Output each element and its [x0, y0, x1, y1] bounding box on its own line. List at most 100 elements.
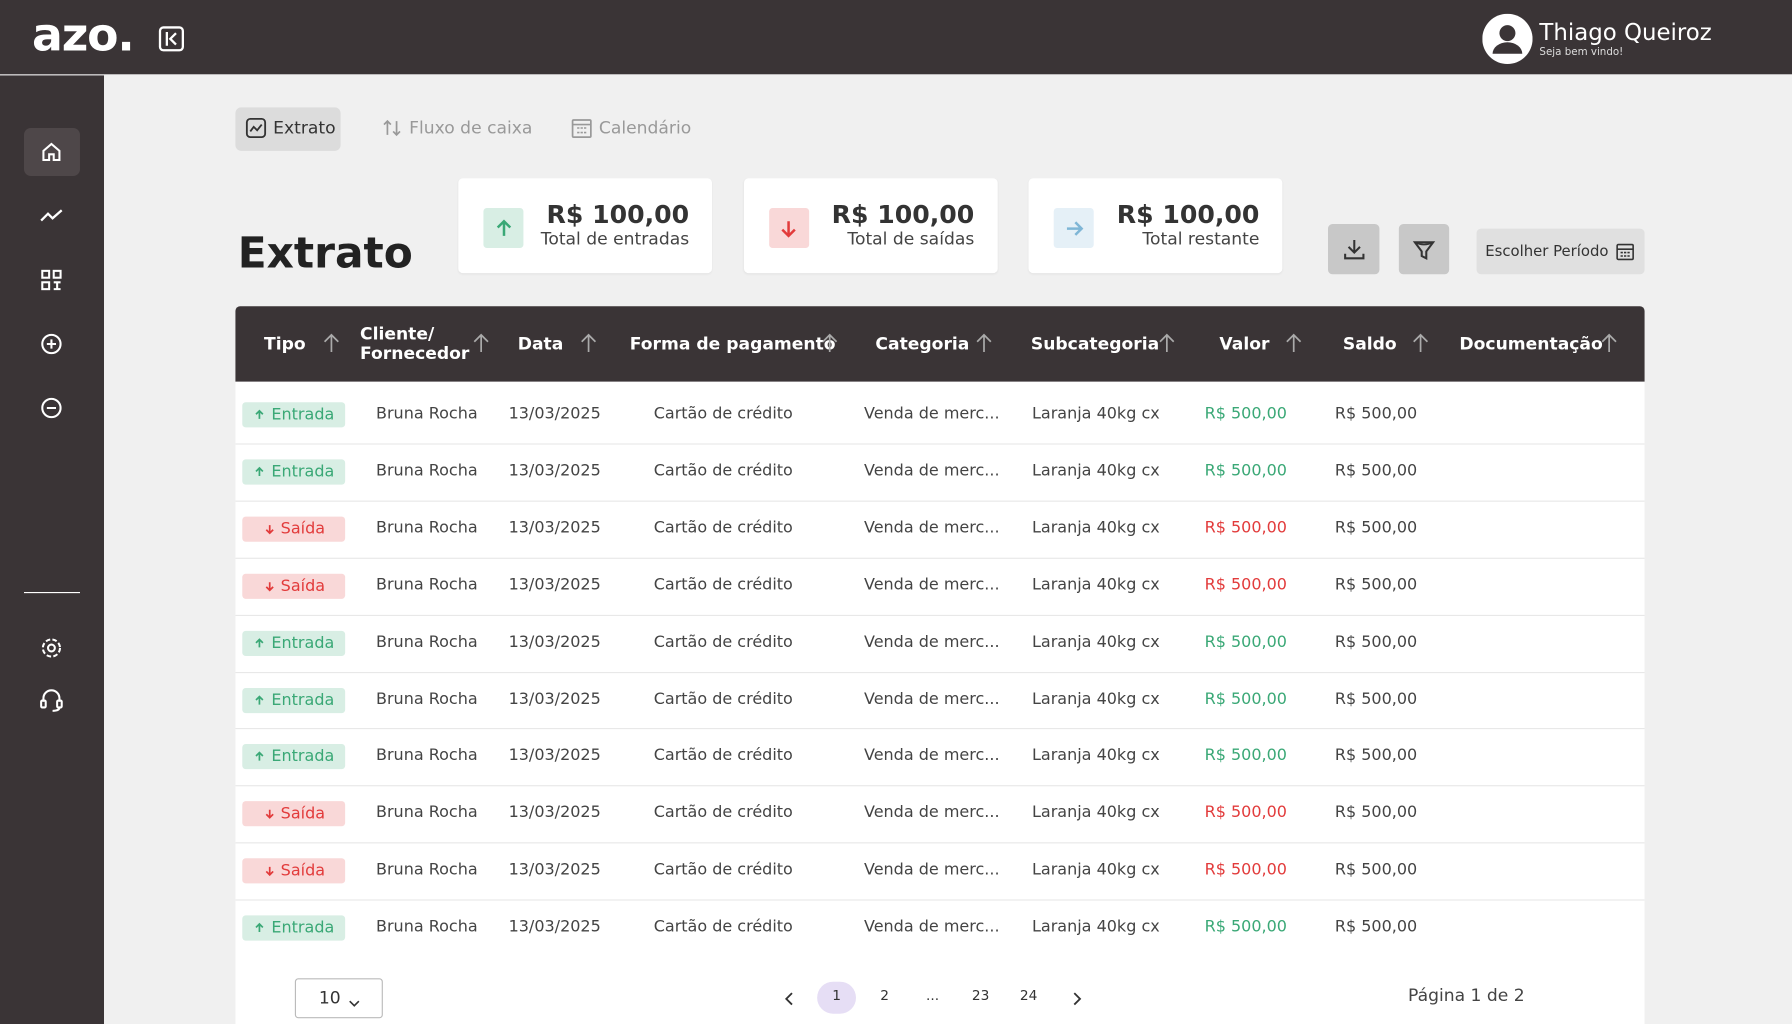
type-label: Entrada	[271, 690, 335, 710]
nav-support[interactable]	[38, 686, 65, 713]
page-number[interactable]: ...	[926, 987, 940, 1004]
card-amount: R$ 100,00	[831, 201, 975, 230]
page-number[interactable]: 1	[832, 987, 841, 1004]
page-number[interactable]: 24	[1019, 987, 1038, 1004]
nav-grid[interactable]	[38, 266, 65, 293]
cell: Laranja 40kg cx	[1031, 746, 1160, 766]
prev-page[interactable]	[782, 990, 796, 1012]
nav-home[interactable]	[38, 138, 65, 165]
column-header[interactable]: Data	[517, 333, 564, 354]
page-status: Página 1 de 2	[1407, 985, 1525, 1006]
type-badge: Entrada	[242, 687, 346, 713]
column-header[interactable]: Valor	[1219, 333, 1270, 354]
user-name: Thiago Queiroz	[1539, 18, 1712, 46]
cell: Bruna Rocha	[375, 518, 478, 537]
card	[1028, 178, 1283, 274]
cell: R$ 500,00	[1334, 746, 1418, 766]
column-header[interactable]: Cliente/ Fornecedor	[359, 323, 470, 364]
page-size[interactable]: 10	[318, 987, 341, 1008]
sort-icon[interactable]	[1600, 331, 1618, 358]
column-header[interactable]: Forma de pagamento	[629, 333, 836, 354]
card-amount: R$ 100,00	[546, 201, 690, 230]
cell: Venda de merc...	[863, 917, 1000, 937]
tab[interactable]: Calendário	[570, 117, 691, 140]
cell: Laranja 40kg cx	[1031, 461, 1160, 480]
cell: Cartão de crédito	[653, 461, 793, 480]
cell: R$ 500,00	[1204, 632, 1287, 651]
next-page[interactable]	[1071, 990, 1085, 1012]
sort-icon[interactable]	[579, 331, 597, 358]
avatar[interactable]	[1482, 13, 1533, 64]
cell: 13/03/2025	[508, 461, 601, 480]
cell: R$ 500,00	[1204, 746, 1287, 766]
cell: R$ 500,00	[1204, 404, 1287, 423]
row-divider	[235, 728, 1645, 730]
tab[interactable]: Extrato	[245, 117, 336, 140]
nav-trend[interactable]	[38, 202, 65, 229]
card-icon	[768, 207, 809, 248]
nav-remove[interactable]	[38, 394, 65, 421]
card-label: Total restante	[1142, 228, 1260, 250]
column-header[interactable]: Tipo	[263, 333, 306, 354]
type-badge: Entrada	[242, 915, 346, 941]
collapse-icon[interactable]	[158, 25, 185, 52]
column-header[interactable]: Documentação	[1459, 333, 1603, 354]
card	[743, 178, 998, 274]
cell: Laranja 40kg cx	[1031, 632, 1160, 651]
sort-icon[interactable]	[975, 331, 993, 358]
cell: R$ 500,00	[1334, 404, 1418, 423]
card-icon	[1053, 207, 1094, 248]
type-label: Entrada	[271, 462, 335, 482]
card-label: Total de entradas	[540, 228, 690, 250]
cell: Venda de merc...	[863, 404, 1000, 423]
filter-button[interactable]	[1398, 223, 1450, 275]
column-header[interactable]: Categoria	[875, 333, 970, 354]
type-label: Saída	[280, 576, 326, 596]
sort-icon[interactable]	[1285, 331, 1303, 358]
download-button[interactable]	[1327, 223, 1380, 275]
column-header[interactable]: Saldo	[1342, 333, 1397, 354]
page-size-select[interactable]	[294, 978, 383, 1019]
cell: R$ 500,00	[1204, 518, 1287, 537]
nav-add[interactable]	[38, 330, 65, 357]
cell: R$ 500,00	[1204, 689, 1287, 708]
row-divider	[235, 614, 1645, 616]
column-header[interactable]: Subcategoria	[1030, 333, 1160, 354]
cell: Venda de merc...	[863, 461, 1000, 480]
cell: 13/03/2025	[508, 746, 601, 766]
cell: Cartão de crédito	[653, 575, 793, 594]
cell: Laranja 40kg cx	[1031, 518, 1160, 537]
cell: R$ 500,00	[1334, 575, 1418, 594]
cell: Venda de merc...	[863, 746, 1000, 766]
sort-icon[interactable]	[821, 331, 839, 358]
card-icon	[483, 207, 524, 248]
cell: R$ 500,00	[1334, 860, 1418, 880]
page-number[interactable]: 2	[880, 987, 889, 1004]
sort-icon[interactable]	[1158, 331, 1176, 358]
cell: Bruna Rocha	[375, 404, 478, 423]
cell: Laranja 40kg cx	[1031, 689, 1160, 708]
cell: R$ 500,00	[1334, 689, 1418, 708]
card-label: Total de saídas	[847, 228, 975, 250]
period-button[interactable]: Escolher Período	[1476, 228, 1645, 275]
cell: Venda de merc...	[863, 518, 1000, 537]
cell: R$ 500,00	[1334, 803, 1418, 823]
page-number[interactable]: 23	[971, 987, 990, 1004]
table-body	[235, 381, 1645, 1024]
sort-icon[interactable]	[322, 331, 340, 358]
sort-icon[interactable]	[1411, 331, 1429, 358]
select-caret[interactable]	[347, 992, 361, 1014]
cell: Bruna Rocha	[375, 689, 478, 708]
cell: Bruna Rocha	[375, 917, 478, 937]
cell: R$ 500,00	[1204, 860, 1287, 880]
row-divider	[235, 899, 1645, 901]
nav-divider	[23, 591, 80, 594]
sort-icon[interactable]	[472, 331, 490, 358]
tab[interactable]: Fluxo de caixa	[381, 117, 532, 140]
row-divider	[235, 557, 1645, 559]
nav-settings[interactable]	[38, 634, 65, 661]
cell: 13/03/2025	[508, 860, 601, 880]
cell: Laranja 40kg cx	[1031, 404, 1160, 423]
brand: azo.	[31, 9, 135, 62]
